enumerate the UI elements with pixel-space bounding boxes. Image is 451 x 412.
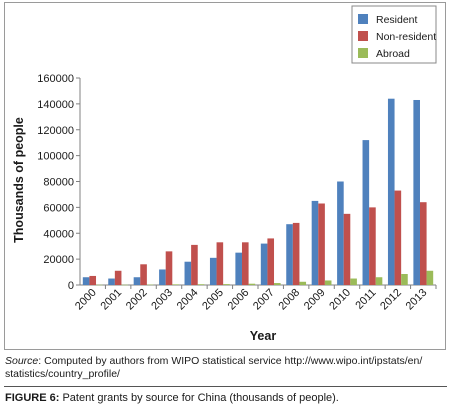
source-text: : Computed by authors from WIPO statisti… xyxy=(38,355,423,367)
bar-abroad-2001 xyxy=(121,284,129,286)
y-tick-label: 100000 xyxy=(37,151,74,163)
bar-non-resident-2009 xyxy=(318,203,325,285)
x-tick-label: 2008 xyxy=(276,287,302,313)
x-tick-label: 2013 xyxy=(404,287,430,313)
y-tick-label: 120000 xyxy=(37,125,74,137)
bar-non-resident-2007 xyxy=(267,238,275,285)
x-tick-label: 2000 xyxy=(73,287,99,313)
source-note: Source: Computed by authors from WIPO st… xyxy=(5,355,447,381)
figure-caption-text: Patent grants by source for China (thous… xyxy=(59,392,339,404)
bar-abroad-2009 xyxy=(324,280,332,285)
x-tick-label: 2010 xyxy=(327,287,353,313)
y-tick-label: 0 xyxy=(68,280,74,292)
bar-abroad-2003 xyxy=(172,284,179,285)
x-tick-label: 2002 xyxy=(124,287,150,313)
bar-non-resident-2008 xyxy=(292,222,300,285)
x-tick-label: 2012 xyxy=(378,287,404,313)
x-tick-label: 2001 xyxy=(98,287,124,313)
bar-resident-2007 xyxy=(260,243,268,285)
bar-abroad-2002 xyxy=(146,284,154,286)
x-tick-label: 2009 xyxy=(302,287,328,313)
bar-non-resident-2006 xyxy=(241,242,249,285)
x-tick-label: 2005 xyxy=(200,287,226,313)
bar-abroad-2010 xyxy=(350,278,357,285)
bar-non-resident-2012 xyxy=(394,190,402,285)
bar-resident-2001 xyxy=(108,278,115,285)
x-axis: 2000 2001 2002 2003 2004 2005 2006 2007 2008 2009… xyxy=(73,284,437,313)
bar-resident-2010 xyxy=(337,181,344,285)
bar-resident-2004 xyxy=(184,261,192,285)
x-tick-label: 2007 xyxy=(251,287,277,313)
bar-abroad-2011 xyxy=(375,277,383,285)
source-label: Source xyxy=(5,355,39,367)
bar-resident-2008 xyxy=(286,224,293,285)
bar-resident-2013 xyxy=(413,99,420,286)
bar-abroad-2005 xyxy=(223,284,230,285)
legend-label: Resident xyxy=(376,14,418,26)
y-axis: 0 20000 40000 60000 80000 100000 120000 140000 1… xyxy=(37,73,81,292)
bar-non-resident-2004 xyxy=(191,244,198,285)
source-text-continued: statistics/country_profile/ xyxy=(5,368,120,380)
bar-abroad-2008 xyxy=(299,281,307,285)
y-tick-label: 140000 xyxy=(37,99,74,111)
x-tick-label: 2003 xyxy=(149,287,175,313)
legend-swatch xyxy=(358,14,368,24)
bar-resident-2005 xyxy=(209,257,217,285)
legend: Resident Non-resident Abroad xyxy=(351,5,437,64)
bar-abroad-2012 xyxy=(401,274,408,285)
bar-abroad-2006 xyxy=(248,283,256,285)
bar-non-resident-2001 xyxy=(114,270,122,285)
legend-swatch xyxy=(358,48,368,58)
bar-abroad-2004 xyxy=(197,284,205,285)
bar-resident-2012 xyxy=(387,98,395,285)
bar-non-resident-2011 xyxy=(369,207,376,285)
bar-chart: Resident Non-resident Abroad 0 20000 40000 60… xyxy=(12,5,437,343)
figure-caption: FIGURE 6: Patent grants by source for Ch… xyxy=(5,392,339,404)
bar-non-resident-2000 xyxy=(89,275,97,285)
y-tick-label: 160000 xyxy=(37,73,74,85)
bars xyxy=(82,98,434,286)
y-axis-title: Thousands of people xyxy=(12,117,26,243)
caption-divider xyxy=(4,386,447,387)
bar-non-resident-2002 xyxy=(140,264,147,285)
x-axis-title: Year xyxy=(250,329,277,343)
legend-label: Abroad xyxy=(376,48,410,60)
bar-non-resident-2003 xyxy=(165,251,173,285)
x-tick-label: 2004 xyxy=(175,287,201,313)
y-tick-label: 80000 xyxy=(43,177,74,189)
y-tick-label: 20000 xyxy=(43,254,74,266)
bar-non-resident-2005 xyxy=(216,242,224,285)
bar-non-resident-2010 xyxy=(343,213,351,285)
bar-resident-2006 xyxy=(235,252,242,285)
bar-resident-2003 xyxy=(159,269,166,285)
y-tick-label: 60000 xyxy=(43,202,74,214)
bar-resident-2002 xyxy=(133,277,141,285)
legend-label: Non-resident xyxy=(376,31,436,43)
bar-non-resident-2013 xyxy=(419,202,427,285)
x-tick-label: 2006 xyxy=(226,287,252,313)
bar-abroad-2007 xyxy=(274,283,281,285)
bar-abroad-2013 xyxy=(426,270,434,285)
bar-resident-2000 xyxy=(82,277,90,285)
x-tick-label: 2011 xyxy=(353,287,378,312)
bar-abroad-2000 xyxy=(96,284,103,286)
figure-label: FIGURE 6: xyxy=(5,392,60,404)
y-tick-label: 40000 xyxy=(43,228,74,240)
legend-swatch xyxy=(358,31,368,41)
bar-resident-2009 xyxy=(311,200,319,285)
bar-resident-2011 xyxy=(362,140,370,285)
